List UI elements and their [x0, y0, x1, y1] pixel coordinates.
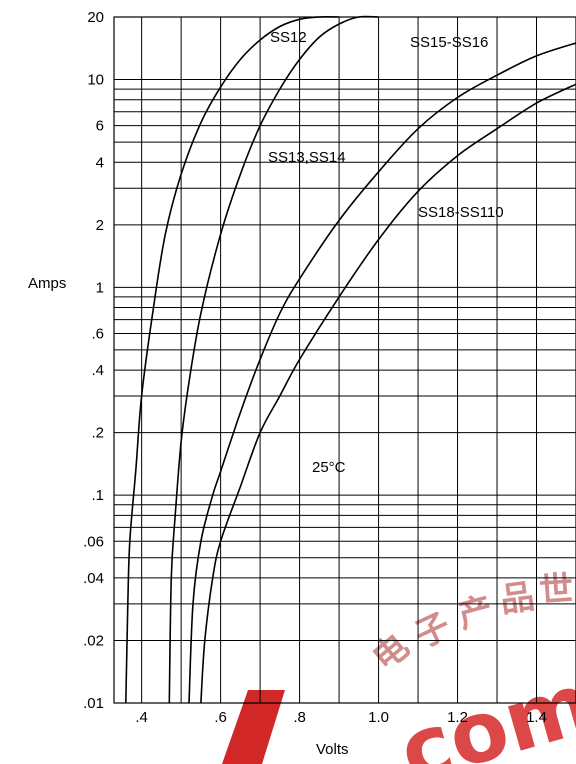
y-tick-label: 20	[87, 9, 104, 26]
series-curve-5	[200, 83, 576, 704]
y-tick-label: .2	[91, 425, 104, 442]
x-tick-label: 1.0	[368, 709, 389, 726]
y-tick-label: .01	[83, 695, 104, 712]
x-tick-label: .6	[214, 709, 227, 726]
y-tick-label: .1	[91, 487, 104, 504]
y-axis-label: Amps	[28, 275, 66, 292]
series-curve-2	[168, 15, 379, 704]
y-tick-label: .04	[83, 570, 104, 587]
y-tick-labels: 20 10 6 4 2 1 .6 .4 .2 .1 .06 .04 .02 .01	[83, 9, 104, 712]
y-tick-label: 10	[87, 72, 104, 89]
curve-label-ss13-ss14: SS13,SS14	[268, 149, 346, 166]
curve-label-ss12: SS12	[270, 29, 307, 46]
watermark-glyph: 品	[498, 577, 537, 621]
y-tick-label: .6	[91, 325, 104, 342]
x-tick-label: 1.2	[447, 709, 468, 726]
curves	[125, 15, 576, 704]
plot-frame	[113, 16, 576, 704]
grid	[114, 16, 576, 704]
watermark-slash	[222, 690, 285, 764]
watermark-glyph: 电	[365, 626, 417, 678]
y-tick-label: 1	[96, 279, 104, 296]
watermark-glyph: 世	[538, 569, 575, 611]
y-tick-label: 4	[96, 154, 104, 171]
curve-label-ss18-ss110: SS18-SS110	[418, 204, 504, 221]
curve-label-ss15-ss16: SS15-SS16	[410, 34, 488, 51]
temperature-annotation: 25°C	[312, 459, 346, 476]
watermark: com 电子产品世	[222, 569, 576, 764]
y-tick-label: 2	[96, 217, 104, 234]
series-curve-3	[188, 42, 576, 704]
y-tick-label: .4	[91, 362, 104, 379]
y-tick-label: .02	[83, 632, 104, 649]
y-tick-label: .06	[83, 533, 104, 550]
watermark-text: com	[389, 653, 576, 764]
x-axis-label: Volts	[316, 741, 349, 758]
x-tick-labels: .4 .6 .8 1.0 1.2 1.4	[135, 709, 547, 726]
x-tick-label: 1.4	[526, 709, 547, 726]
y-tick-label: 6	[96, 118, 104, 135]
watermark-glyph: 产	[454, 589, 497, 636]
series-curve-1	[125, 16, 340, 704]
x-tick-label: .8	[293, 709, 306, 726]
watermark-glyph: 子	[409, 606, 457, 657]
x-tick-label: .4	[135, 709, 148, 726]
